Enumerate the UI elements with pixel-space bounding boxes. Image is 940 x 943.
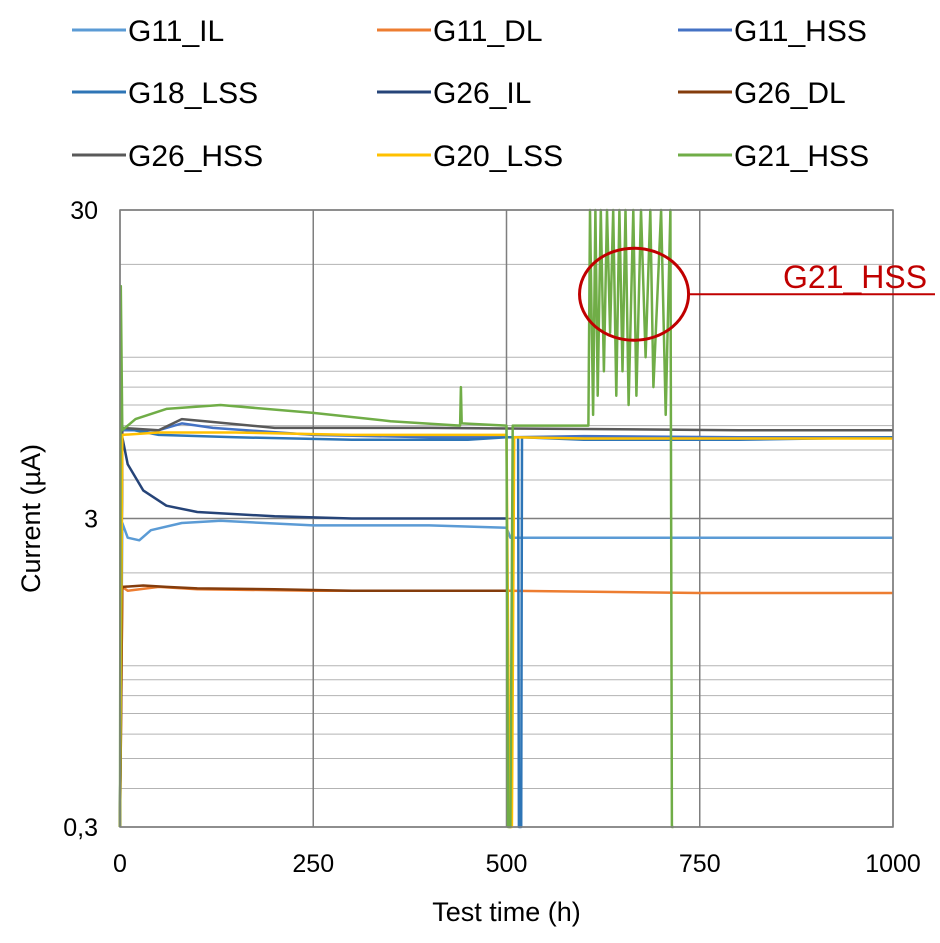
series-lines xyxy=(118,208,894,829)
x-tick-label: 500 xyxy=(486,850,528,878)
legend-item-g20-lss: G20_LSS xyxy=(377,140,563,173)
legend-label: G18_LSS xyxy=(128,77,258,110)
legend-item-g11-dl: G11_DL xyxy=(377,15,543,48)
x-tick-label: 0 xyxy=(113,850,127,878)
legend-label: G11_DL xyxy=(433,15,543,48)
y-axis-tick-labels: 0,3 3 30 xyxy=(63,197,98,842)
series-line-g26-hss xyxy=(118,417,893,828)
y-tick-label: 3 xyxy=(84,506,98,534)
series-line-g26-dl xyxy=(118,584,507,828)
plot-area-frame xyxy=(119,209,894,828)
series-line-g11-il xyxy=(118,519,893,828)
y-tick-label: 30 xyxy=(70,197,98,225)
legend-item-g11-hss: G11_HSS xyxy=(678,15,867,48)
series-line-g26-il xyxy=(118,436,507,828)
legend-label: G11_IL xyxy=(128,15,224,48)
legend-label: G21_HSS xyxy=(734,140,869,173)
legend-item-g11-il: G11_IL xyxy=(72,15,224,48)
legend-item-g26-dl: G26_DL xyxy=(678,77,846,110)
x-tick-label: 750 xyxy=(679,850,721,878)
annotation-label: G21_HSS xyxy=(783,259,927,295)
series-line-g21-hss xyxy=(118,208,674,829)
y-tick-label: 0,3 xyxy=(63,814,98,842)
legend-item-g26-hss: G26_HSS xyxy=(72,140,263,173)
legend: G11_IL G11_DL G11_HSS G18_LSS G26_IL G26_DL G2… xyxy=(72,15,869,173)
legend-item-g21-hss: G21_HSS xyxy=(678,140,869,173)
legend-label: G26_DL xyxy=(734,77,846,110)
annotation: G21_HSS xyxy=(578,246,935,342)
annotation-ellipse xyxy=(578,246,691,342)
y-axis-title: Current (µA) xyxy=(16,444,46,593)
x-axis-tick-labels: 0 250 500 750 1000 xyxy=(113,850,921,878)
x-axis-title: Test time (h) xyxy=(432,897,581,927)
legend-label: G20_LSS xyxy=(433,140,563,173)
legend-label: G11_HSS xyxy=(734,15,867,48)
x-tick-label: 250 xyxy=(292,850,334,878)
legend-item-g26-il: G26_IL xyxy=(377,77,531,110)
legend-item-g18-lss: G18_LSS xyxy=(72,77,258,110)
x-tick-label: 1000 xyxy=(865,850,921,878)
legend-label: G26_IL xyxy=(433,77,531,110)
legend-label: G26_HSS xyxy=(128,140,263,173)
